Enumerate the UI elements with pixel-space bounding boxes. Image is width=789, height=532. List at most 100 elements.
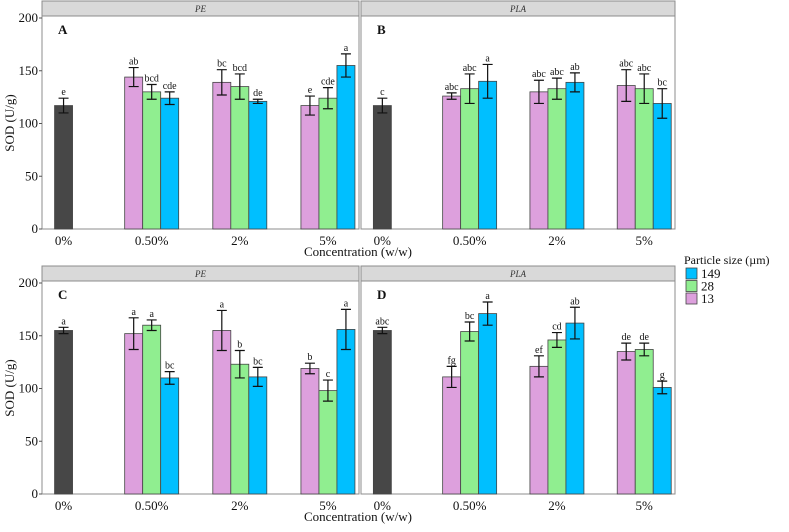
error-bar xyxy=(58,326,69,335)
significance-letter: a xyxy=(485,53,490,64)
significance-letter: bc xyxy=(253,356,263,367)
error-bar xyxy=(569,306,580,340)
error-bar xyxy=(252,98,263,105)
significance-letter: e xyxy=(61,87,66,98)
x-tick-label: 2% xyxy=(231,498,249,513)
significance-letter: a xyxy=(149,309,154,320)
x-tick-label: 0.50% xyxy=(135,498,169,513)
significance-letter: abc xyxy=(619,59,633,70)
significance-letter: bc xyxy=(658,78,668,89)
significance-letter: cde xyxy=(163,81,177,92)
bar-13um xyxy=(300,368,320,495)
bar-149um xyxy=(478,80,498,230)
error-bar xyxy=(657,380,668,395)
error-bar xyxy=(482,301,493,326)
significance-letter: cd xyxy=(552,322,561,333)
significance-letter: bc xyxy=(465,311,475,322)
panel-D: PLA D 0% 0.50% 2% 5% abc fg bca ef cd ab de de g xyxy=(360,265,676,513)
significance-letter: abc xyxy=(445,82,459,93)
legend-swatch xyxy=(685,267,698,280)
error-bar xyxy=(377,326,388,335)
bar-control xyxy=(372,105,392,230)
significance-letter: a xyxy=(61,316,66,327)
significance-letter: abc xyxy=(375,316,389,327)
bar-28um xyxy=(230,363,250,495)
y-axis-title: SOD (U/g) xyxy=(2,94,17,151)
error-bar xyxy=(551,77,562,100)
bar-149um xyxy=(336,65,356,230)
bar-149um xyxy=(565,322,585,495)
panel-letter: D xyxy=(377,287,386,302)
bar-13um xyxy=(212,330,232,495)
significance-letter: bcd xyxy=(233,63,247,74)
error-bar xyxy=(216,309,227,352)
facet-label: PLA xyxy=(509,4,527,14)
bar-13um xyxy=(442,376,462,495)
bar-13um xyxy=(616,351,636,495)
bar-149um xyxy=(248,100,268,230)
significance-letter: abc xyxy=(463,63,477,74)
error-bar xyxy=(304,362,315,375)
error-bar xyxy=(252,366,263,387)
error-bar xyxy=(234,73,245,100)
y-tick-label: 150 xyxy=(19,63,39,78)
significance-letter: abc xyxy=(550,67,564,78)
y-tick-label: 0 xyxy=(32,486,39,501)
significance-letter: a xyxy=(485,291,490,302)
significance-letter: bc xyxy=(165,361,175,372)
bar-28um xyxy=(230,86,250,230)
y-axis-title: SOD (U/g) xyxy=(2,359,17,416)
error-bar xyxy=(146,83,157,100)
bar-28um xyxy=(547,339,567,495)
error-bar xyxy=(569,72,580,93)
bar-13um xyxy=(300,105,320,230)
error-bar xyxy=(482,63,493,99)
legend-title: Particle size (µm) xyxy=(684,253,770,267)
x-tick-label: 2% xyxy=(231,233,249,248)
bar-13um xyxy=(124,333,144,495)
significance-letter: abc xyxy=(637,63,651,74)
bar-28um xyxy=(634,349,654,495)
error-bar xyxy=(304,95,315,116)
error-bar xyxy=(58,97,69,114)
x-tick-label: 0.50% xyxy=(135,233,169,248)
y-tick-label: 100 xyxy=(19,381,39,396)
bar-28um xyxy=(142,324,162,495)
significance-letter: de xyxy=(622,332,632,343)
bar-28um xyxy=(634,88,654,230)
bar-control xyxy=(54,105,73,230)
error-bar xyxy=(657,88,668,119)
legend-swatch xyxy=(685,292,698,305)
significance-letter: ef xyxy=(535,345,543,356)
panel-letter: A xyxy=(58,22,68,37)
significance-letter: c xyxy=(326,369,331,380)
x-tick-label: 0% xyxy=(374,498,392,513)
error-bar xyxy=(464,73,475,105)
error-bar xyxy=(464,321,475,342)
significance-letter: e xyxy=(308,85,313,96)
error-bar xyxy=(340,308,351,351)
significance-letter: de xyxy=(253,88,263,99)
y-tick-label: 50 xyxy=(25,168,38,183)
x-axis-title: Concentration (w/w) xyxy=(304,244,412,259)
bar-28um xyxy=(460,331,480,495)
error-bar xyxy=(533,79,544,105)
x-tick-label: 0.50% xyxy=(453,498,487,513)
error-bar xyxy=(446,365,457,389)
bar-13um xyxy=(442,95,462,230)
bar-control xyxy=(372,330,392,495)
error-bar xyxy=(621,69,632,102)
x-tick-label: 2% xyxy=(548,233,566,248)
significance-letter: ab xyxy=(570,296,579,307)
y-tick-label: 150 xyxy=(19,328,39,343)
facet-label: PE xyxy=(194,4,206,14)
error-bar xyxy=(551,331,562,348)
bar-13um xyxy=(212,81,232,230)
bar-149um xyxy=(565,81,585,230)
error-bar xyxy=(146,319,157,332)
x-tick-label: 5% xyxy=(636,498,654,513)
error-bar xyxy=(164,91,175,106)
